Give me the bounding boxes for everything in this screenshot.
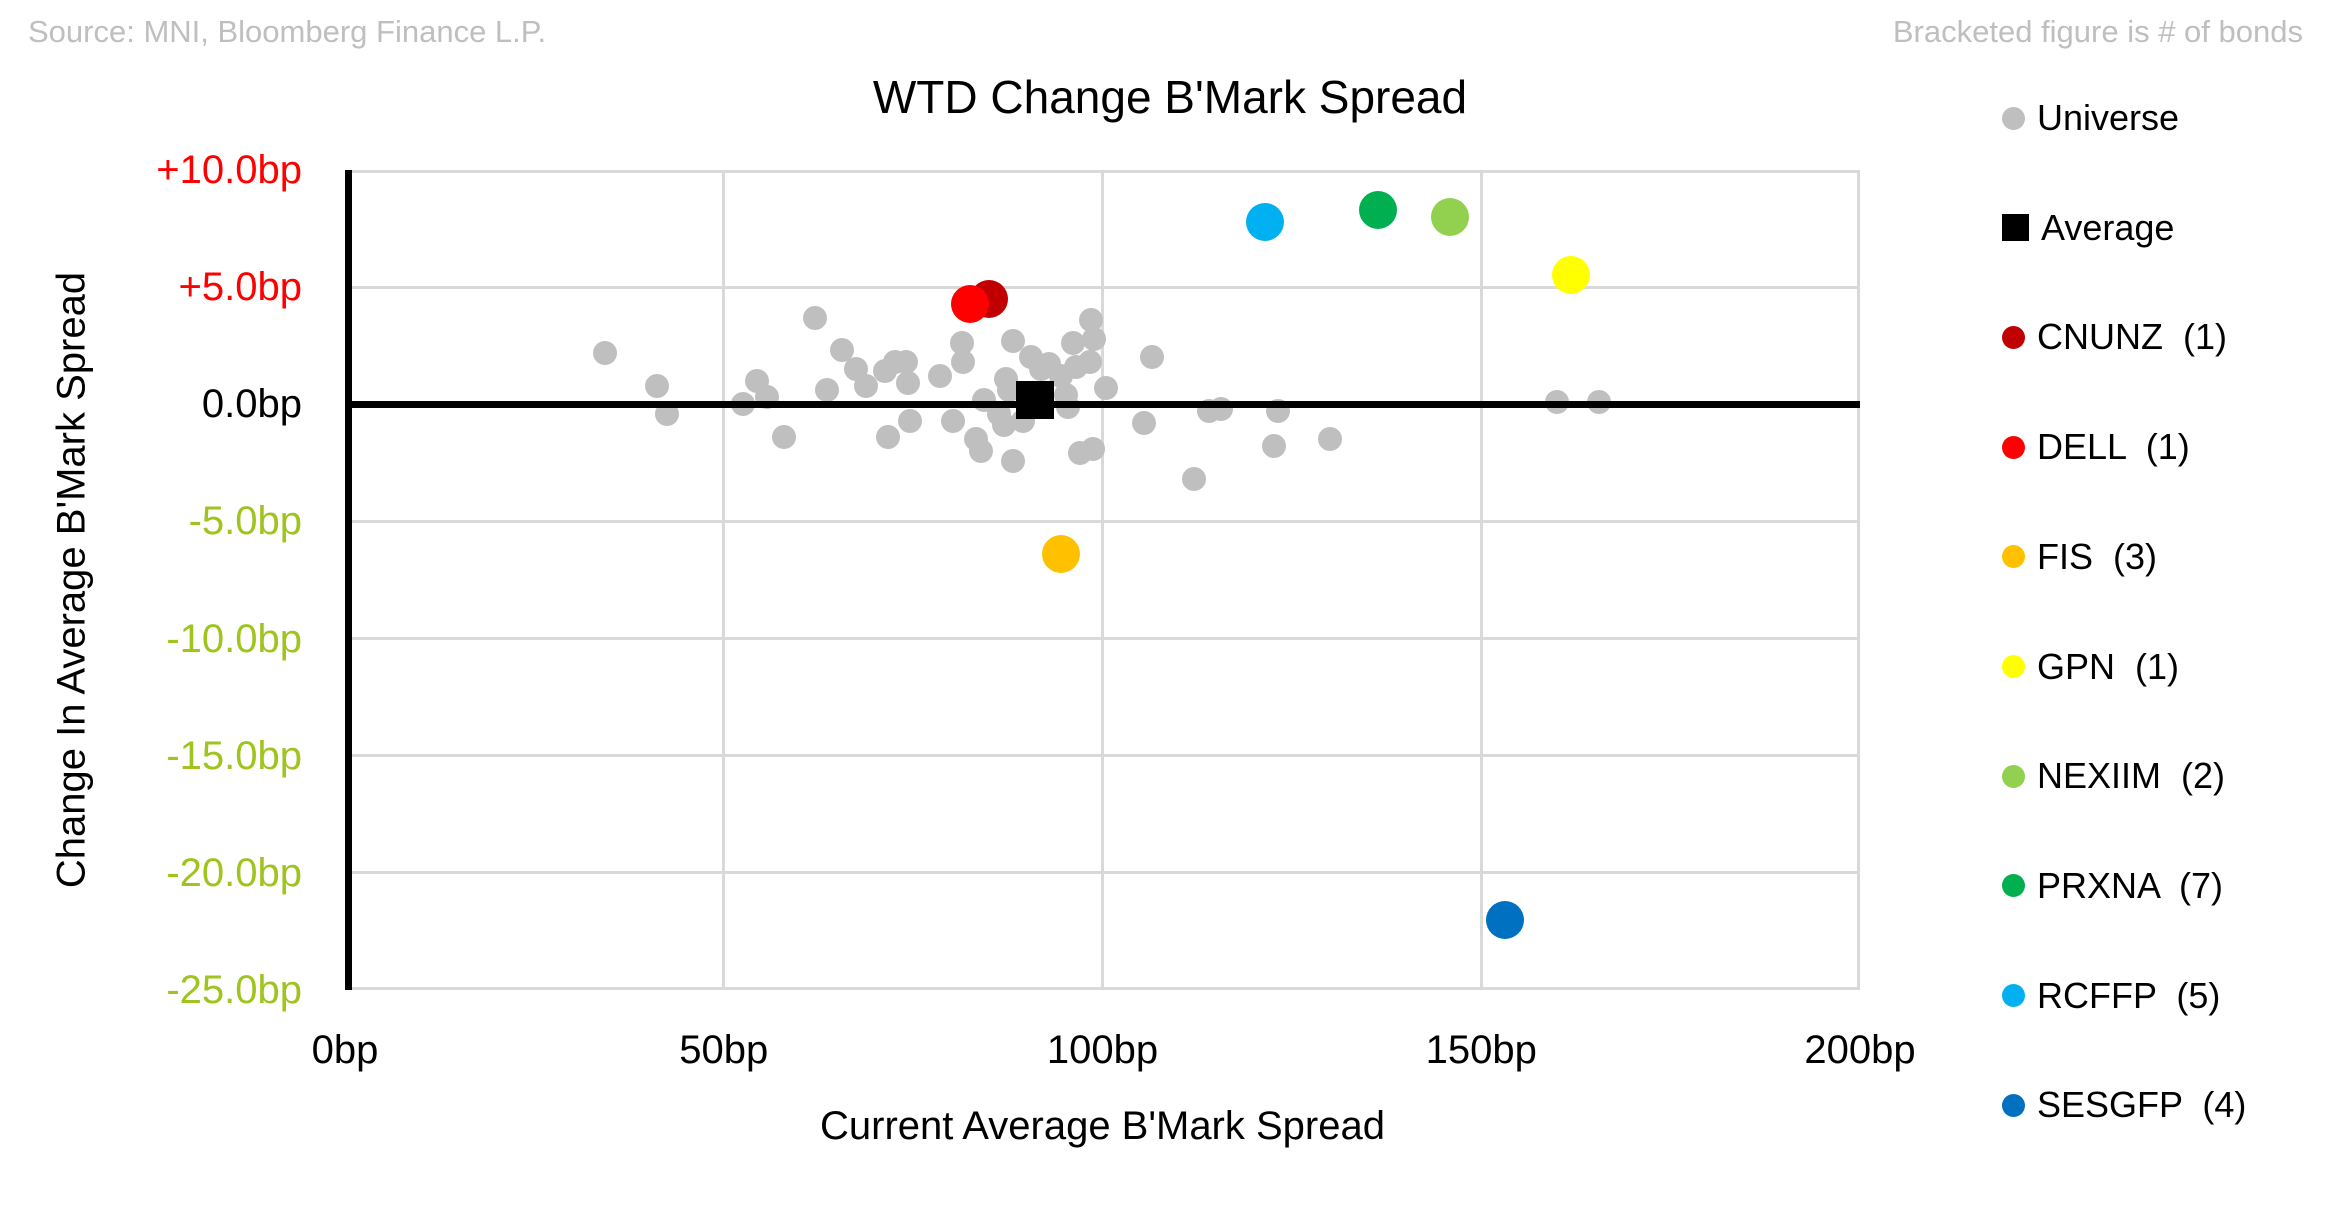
legend-item-nexiim: NEXIIM (2): [2002, 754, 2225, 798]
x-tick-label: 150bp: [1425, 1028, 1537, 1072]
data-point-universe: [941, 408, 966, 433]
data-point-universe: [1080, 436, 1105, 461]
legend-item-dell: DELL (1): [2002, 425, 2190, 469]
legend-marker-icon: [2002, 655, 2025, 678]
legend-item-fis: FIS (3): [2002, 535, 2157, 579]
data-point-universe: [771, 425, 796, 450]
x-axis-title: Current Average B'Mark Spread: [820, 1104, 1385, 1148]
y-tick-label: -25.0bp: [166, 968, 302, 1012]
data-point-rcffp: [1245, 202, 1284, 241]
data-point-dell: [950, 284, 989, 323]
data-point-universe: [1077, 350, 1102, 375]
legend-label: RCFFP (5): [2037, 974, 2221, 1016]
data-point-universe: [1060, 331, 1085, 356]
y-axis-line: [345, 170, 352, 990]
legend-marker-icon: [2002, 764, 2025, 788]
legend-label: FIS (3): [2037, 535, 2158, 577]
legend-marker-icon: [2002, 214, 2029, 242]
legend-item-sesgfp: SESGFP (4): [2002, 1083, 2246, 1127]
chart-title: WTD Change B'Mark Spread: [872, 71, 1468, 123]
data-point-universe: [803, 305, 828, 330]
legend-marker-icon: [2002, 874, 2025, 898]
legend-item-universe: Universe: [2002, 96, 2179, 140]
data-point-average: [1016, 380, 1055, 419]
data-point-universe: [645, 373, 670, 398]
legend-label: CNUNZ (1): [2037, 316, 2227, 358]
legend-marker-icon: [2002, 1093, 2025, 1117]
gridline-vertical: [1479, 170, 1483, 990]
data-point-universe: [951, 350, 976, 375]
x-tick-label: 100bp: [1046, 1028, 1159, 1072]
data-point-nexiim: [1431, 197, 1470, 236]
legend-label: Average: [2041, 206, 2175, 248]
legend-item-prxna: PRXNA (7): [2002, 864, 2223, 908]
y-tick-label: -15.0bp: [166, 733, 302, 778]
data-point-universe: [1262, 434, 1287, 459]
data-point-universe: [898, 408, 923, 433]
data-point-universe: [592, 340, 617, 365]
legend: Universe Average CNUNZ (1) DELL (1) FIS (3) G…: [2002, 0, 2325, 1219]
y-tick-label: -5.0bp: [188, 499, 302, 544]
legend-item-cnunz: CNUNZ (1): [2002, 315, 2227, 359]
data-point-sesgfp: [1486, 900, 1525, 939]
plot-area: [345, 170, 1860, 990]
y-tick-label: +10.0bp: [156, 148, 302, 192]
legend-marker-icon: [2002, 325, 2025, 349]
data-point-universe: [1093, 375, 1118, 400]
legend-label: PRXNA (7): [2037, 864, 2224, 906]
data-point-universe: [1317, 427, 1342, 452]
legend-item-average: Average: [2002, 206, 2174, 250]
data-point-fis: [1041, 535, 1080, 574]
data-point-universe: [876, 425, 901, 450]
legend-item-gpn: GPN (1): [2002, 645, 2179, 689]
data-point-universe: [1132, 411, 1157, 436]
legend-label: SESGFP (4): [2037, 1084, 2247, 1126]
data-point-universe: [895, 371, 920, 396]
legend-label: NEXIIM (2): [2037, 755, 2226, 797]
data-point-universe: [814, 378, 839, 403]
y-tick-label: -10.0bp: [166, 616, 302, 661]
x-tick-label: 0bp: [311, 1028, 379, 1072]
data-point-universe: [1001, 448, 1026, 473]
legend-item-rcffp: RCFFP (5): [2002, 974, 2220, 1018]
source-note: Source: MNI, Bloomberg Finance L.P.: [28, 14, 547, 49]
data-point-gpn: [1551, 256, 1590, 295]
legend-marker-icon: [2002, 545, 2025, 569]
gridline-vertical: [722, 170, 726, 990]
y-axis-title: Change In Average B'Mark Spread: [49, 271, 94, 889]
legend-label: GPN (1): [2037, 645, 2180, 687]
legend-label: DELL (1): [2037, 426, 2190, 468]
data-point-universe: [928, 364, 953, 389]
data-point-universe: [1082, 326, 1107, 351]
data-point-universe: [969, 439, 994, 464]
bracket-note: Bracketed figure is # of bonds: [1892, 14, 2303, 49]
legend-marker-icon: [2002, 984, 2025, 1008]
y-tick-label: -20.0bp: [166, 850, 302, 895]
gridline-vertical: [1101, 170, 1104, 990]
x-tick-label: 200bp: [1804, 1028, 1916, 1072]
y-tick-label: 0.0bp: [201, 382, 302, 427]
data-point-universe: [893, 350, 918, 375]
data-point-prxna: [1359, 190, 1398, 229]
legend-marker-icon: [2002, 106, 2025, 130]
zero-line: [345, 400, 1860, 408]
legend-marker-icon: [2002, 435, 2025, 459]
y-tick-label: +5.0bp: [178, 265, 302, 310]
data-point-universe: [1182, 467, 1207, 492]
data-point-universe: [1140, 345, 1165, 370]
x-tick-label: 50bp: [679, 1028, 769, 1072]
gridline-vertical: [1857, 170, 1860, 990]
legend-label: Universe: [2037, 97, 2180, 138]
